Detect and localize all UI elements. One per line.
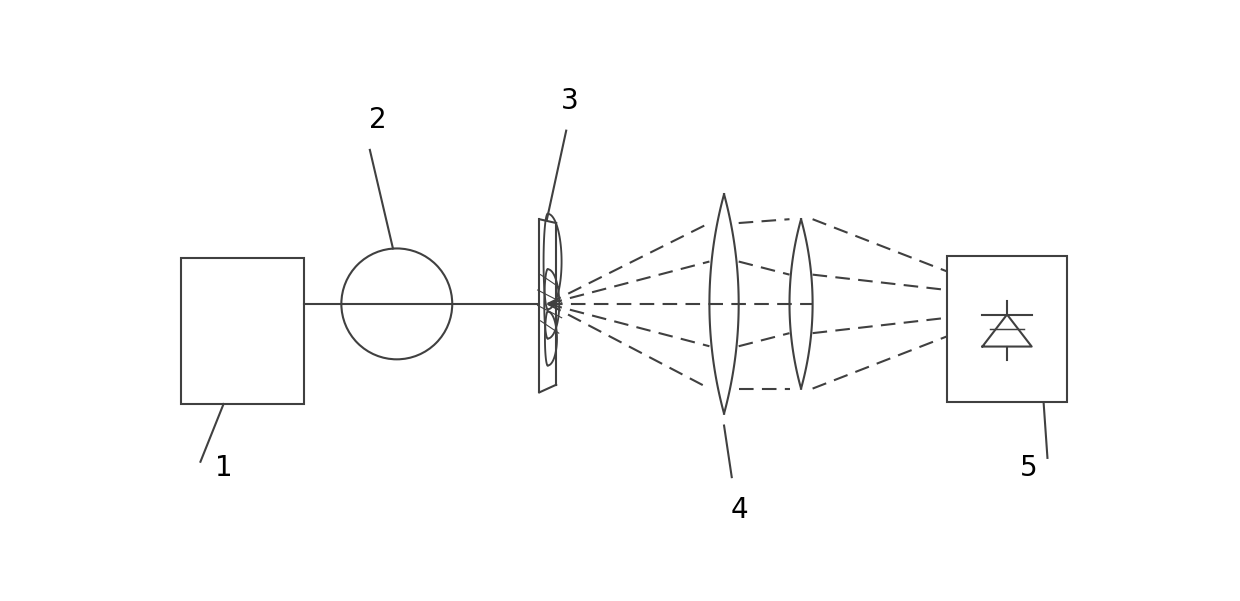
Text: 2: 2 [368,106,387,135]
Text: 5: 5 [1019,454,1037,482]
Bar [947,256,1066,403]
Text: 1: 1 [215,454,232,482]
Text: 4: 4 [730,496,748,525]
Text: 3: 3 [562,87,579,115]
Bar [181,258,304,404]
